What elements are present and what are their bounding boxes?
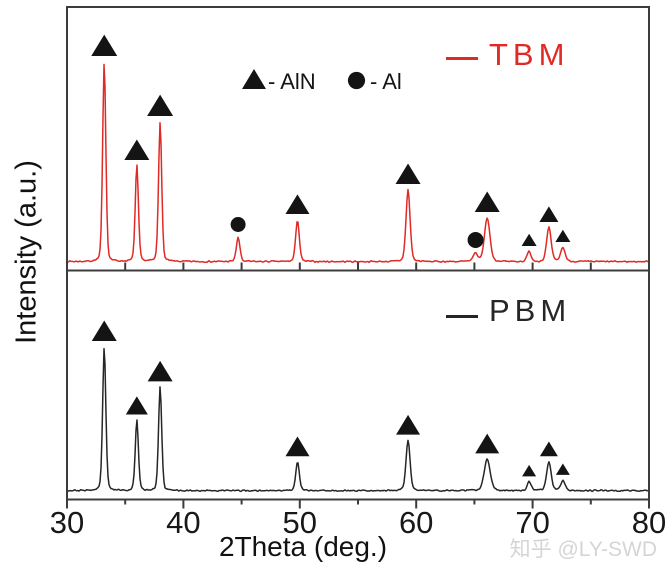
aln-peak-marker xyxy=(91,34,118,56)
x-tick-label: 40 xyxy=(166,505,201,540)
aln-peak-marker xyxy=(285,436,310,457)
xrd-trace-tbm xyxy=(67,63,649,264)
aln-peak-marker xyxy=(555,229,571,242)
y-axis-title: Intensity (a.u.) xyxy=(10,160,43,344)
al-legend-label: - Al xyxy=(370,69,402,94)
aln-legend-label: - AlN xyxy=(268,69,316,94)
aln-peak-marker xyxy=(91,320,117,341)
aln-peak-marker xyxy=(474,191,500,212)
pbm-legend-label: PBM xyxy=(489,293,572,328)
aln-peak-marker xyxy=(475,433,500,454)
x-tick-label: 80 xyxy=(631,505,667,540)
aln-peak-marker xyxy=(285,194,310,214)
aln-peak-marker xyxy=(395,163,421,184)
aln-peak-marker xyxy=(147,94,174,116)
x-tick-label: 50 xyxy=(282,505,318,540)
aln-peak-marker xyxy=(555,463,570,475)
tbm-legend-line xyxy=(446,57,478,60)
watermark: 知乎 @LY-SWD xyxy=(509,538,657,561)
x-tick-label: 70 xyxy=(515,505,550,540)
pbm-legend-line xyxy=(446,315,478,318)
aln-peak-marker xyxy=(522,464,537,477)
aln-peak-marker xyxy=(539,441,558,457)
aln-peak-marker xyxy=(521,233,537,246)
aln-peak-marker xyxy=(125,396,148,415)
aln-peak-marker xyxy=(147,360,173,382)
x-tick-label: 60 xyxy=(398,505,434,540)
tbm-legend-label: TBM xyxy=(489,37,570,72)
xrd-trace-pbm xyxy=(67,347,649,493)
aln-peak-marker xyxy=(396,414,421,435)
x-tick-label: 30 xyxy=(49,505,85,540)
aln-peak-marker xyxy=(124,139,150,160)
al-peak-marker xyxy=(467,232,484,248)
al-peak-marker xyxy=(230,217,246,232)
aln-peak-marker xyxy=(539,206,559,222)
x-axis-title: 2Theta (deg.) xyxy=(218,531,388,562)
